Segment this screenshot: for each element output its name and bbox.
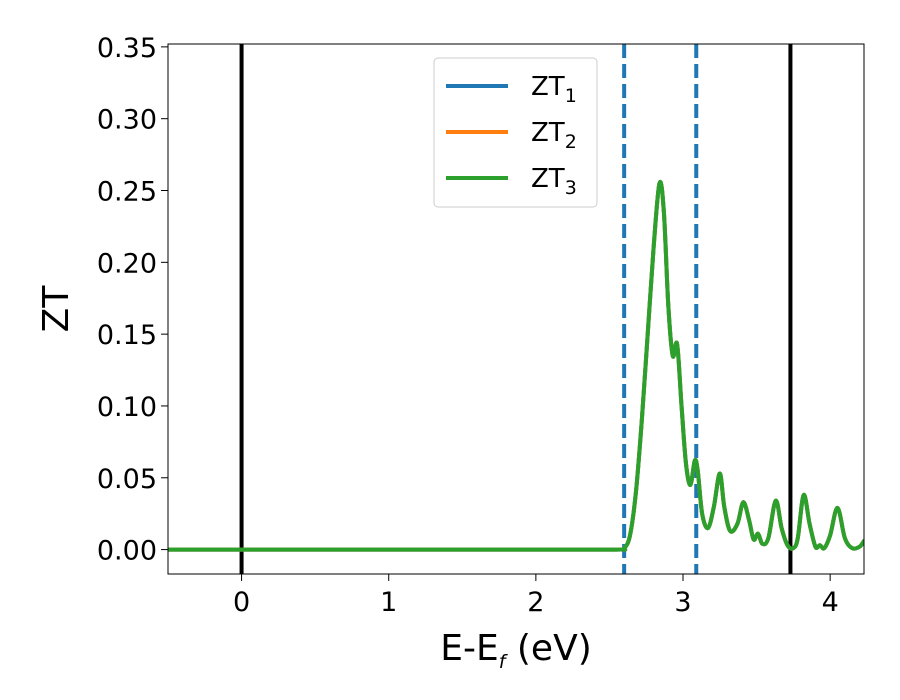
x-tick-label-2: 2 bbox=[527, 587, 544, 618]
x-axis-label-main: E-E bbox=[440, 628, 498, 669]
x-axis-label-unit: (eV) bbox=[505, 628, 591, 669]
y-tick-label-5: 0.25 bbox=[97, 177, 157, 208]
x-axis-label-sub: f bbox=[499, 651, 509, 673]
series-lines bbox=[168, 180, 864, 552]
y-tick-label-3: 0.15 bbox=[97, 320, 157, 351]
legend-label-1: ZT1 bbox=[531, 72, 577, 107]
x-axis-ticks: 0 1 2 3 4 bbox=[233, 574, 839, 618]
legend-label-2: ZT2 bbox=[531, 118, 577, 153]
y-tick-label-2: 0.10 bbox=[97, 392, 157, 423]
legend-frame bbox=[433, 57, 598, 208]
reference-lines bbox=[239, 44, 793, 574]
x-tick-label-4: 4 bbox=[822, 587, 839, 618]
series-line-3 bbox=[168, 180, 864, 552]
y-tick-label-7: 0.35 bbox=[97, 33, 157, 64]
y-tick-label-4: 0.20 bbox=[97, 248, 157, 279]
legend: ZT1 ZT2 ZT3 bbox=[433, 57, 598, 208]
y-tick-label-6: 0.30 bbox=[97, 105, 157, 136]
x-tick-label-0: 0 bbox=[233, 587, 250, 618]
x-tick-label-1: 1 bbox=[380, 587, 397, 618]
y-axis-ticks: 0.00 0.05 0.10 0.15 0.20 0.25 0.30 0.35 bbox=[97, 33, 168, 567]
plot-frame bbox=[167, 43, 865, 575]
y-axis-label: ZT bbox=[36, 285, 77, 333]
legend-label-3: ZT3 bbox=[531, 164, 577, 199]
y-tick-label-0: 0.00 bbox=[97, 536, 157, 567]
y-tick-label-1: 0.05 bbox=[97, 464, 157, 495]
x-tick-label-3: 3 bbox=[674, 587, 691, 618]
x-axis-label: E-Ef (eV) bbox=[440, 628, 592, 673]
